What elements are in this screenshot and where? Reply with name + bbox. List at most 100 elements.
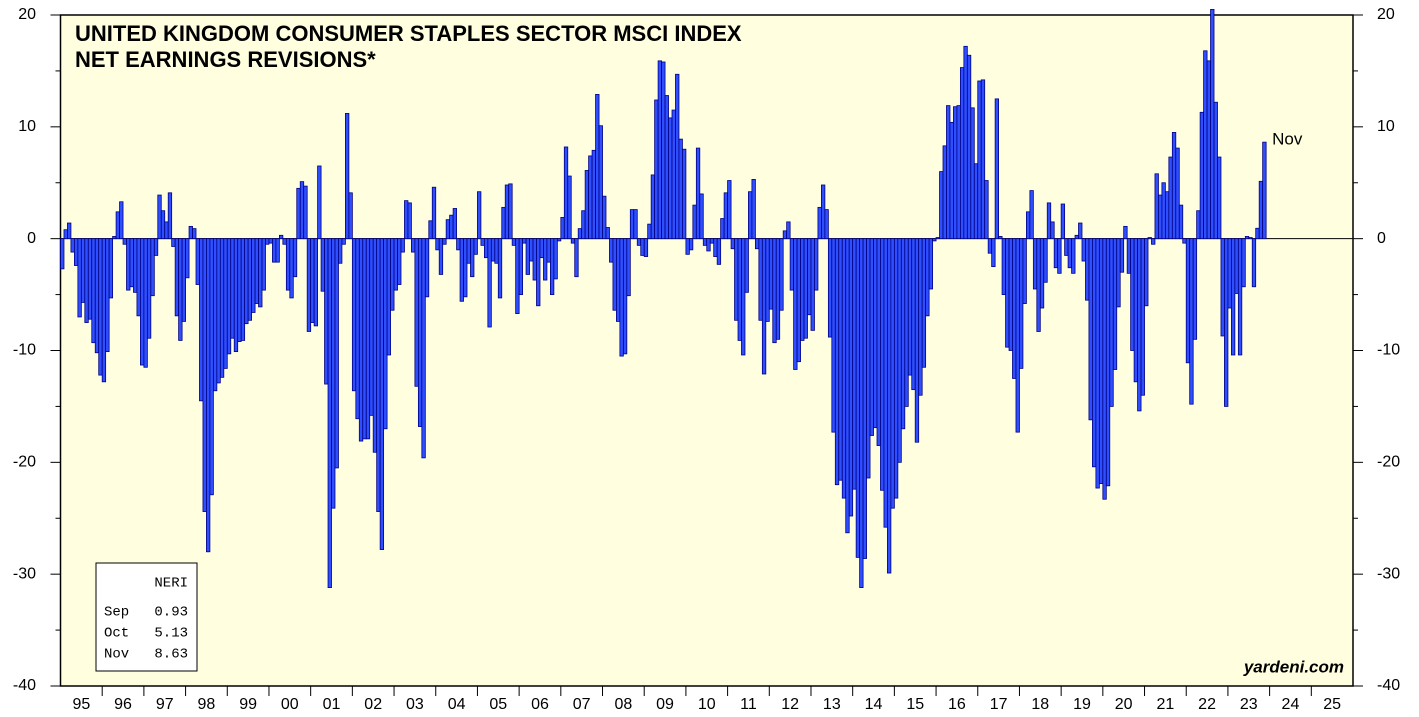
- legend-value: 5.13: [154, 626, 188, 642]
- x-tick-label: 23: [1240, 696, 1258, 713]
- bar: [539, 238, 544, 259]
- bar: [1092, 238, 1097, 468]
- legend-month: Sep: [104, 605, 129, 621]
- bar: [966, 54, 972, 240]
- bar: [900, 238, 906, 430]
- bar: [817, 206, 822, 240]
- bar: [869, 238, 874, 436]
- bar: [928, 238, 933, 290]
- bar: [501, 206, 506, 240]
- bar: [1178, 204, 1184, 240]
- bar: [119, 201, 124, 240]
- bar: [543, 238, 548, 281]
- bar: [640, 238, 645, 256]
- bar: [536, 238, 541, 307]
- bar: [98, 238, 103, 376]
- bar: [758, 238, 763, 321]
- bar: [421, 238, 426, 459]
- bar: [956, 105, 961, 240]
- bar: [338, 238, 343, 264]
- bar: [1085, 238, 1090, 301]
- bar: [522, 238, 527, 244]
- bar: [407, 202, 412, 240]
- bar: [946, 105, 951, 240]
- bar: [768, 238, 774, 310]
- bar: [793, 238, 798, 370]
- bar: [1095, 238, 1100, 489]
- bar: [779, 238, 784, 311]
- bar: [1151, 238, 1156, 245]
- legend-header: NERI: [154, 576, 188, 592]
- bar: [716, 238, 722, 265]
- bar: [688, 238, 694, 251]
- bar: [390, 238, 395, 311]
- bar: [292, 238, 298, 278]
- bar: [470, 238, 475, 278]
- legend-box: [95, 562, 198, 672]
- bar: [595, 94, 600, 240]
- x-tick-label: 99: [239, 696, 257, 713]
- bar: [855, 238, 861, 558]
- annotation: Nov: [1272, 130, 1303, 149]
- bar: [1133, 238, 1138, 383]
- bar: [317, 165, 322, 240]
- bar: [1140, 238, 1145, 396]
- bar: [206, 238, 211, 553]
- y-tick-label: -40: [13, 677, 36, 694]
- bar: [633, 209, 638, 240]
- bar: [827, 238, 833, 338]
- bar: [761, 238, 767, 375]
- bar: [192, 228, 197, 240]
- bar: [480, 238, 485, 246]
- bar: [435, 238, 440, 251]
- bar: [807, 238, 812, 316]
- plot-area: [59, 14, 1354, 687]
- bar: [1185, 238, 1191, 364]
- bar: [285, 238, 291, 291]
- bar: [431, 186, 437, 240]
- bar: [1196, 210, 1201, 240]
- bar: [1199, 111, 1204, 240]
- bar: [914, 238, 920, 443]
- x-tick-label: 22: [1198, 696, 1216, 713]
- bar: [233, 238, 239, 353]
- bar: [581, 210, 586, 240]
- bar: [1019, 238, 1024, 369]
- bar: [959, 67, 965, 240]
- bar: [341, 238, 346, 245]
- x-tick-label: 96: [114, 696, 132, 713]
- bar: [1078, 222, 1083, 240]
- bar: [1158, 194, 1163, 240]
- bar: [1043, 238, 1048, 283]
- y-tick-label: 0: [27, 230, 36, 247]
- bar: [821, 184, 826, 240]
- x-tick-label: 04: [448, 696, 466, 713]
- bar: [226, 238, 232, 355]
- bar: [1109, 238, 1114, 407]
- bar: [438, 238, 444, 275]
- bar: [452, 208, 457, 240]
- bar: [744, 238, 749, 293]
- bar: [709, 238, 715, 244]
- bar: [907, 238, 913, 376]
- legend-value: 8.63: [154, 647, 188, 663]
- bar: [445, 219, 451, 240]
- y-tick-label: -20: [13, 454, 36, 471]
- bar: [814, 238, 819, 291]
- bar: [904, 238, 909, 407]
- bar: [136, 238, 141, 317]
- bar: [723, 192, 728, 240]
- x-tick-label: 11: [740, 696, 757, 713]
- x-tick-label: 06: [531, 696, 549, 713]
- bar: [70, 238, 75, 253]
- x-tick-label: 00: [281, 696, 299, 713]
- y2-tick-label: 10: [1377, 118, 1395, 135]
- bar: [358, 238, 364, 442]
- bar: [775, 238, 781, 340]
- bar: [140, 238, 145, 366]
- x-tick-label: 19: [1073, 696, 1091, 713]
- bar: [612, 238, 617, 311]
- bar: [880, 238, 885, 491]
- bar: [199, 238, 204, 402]
- bar: [636, 238, 642, 246]
